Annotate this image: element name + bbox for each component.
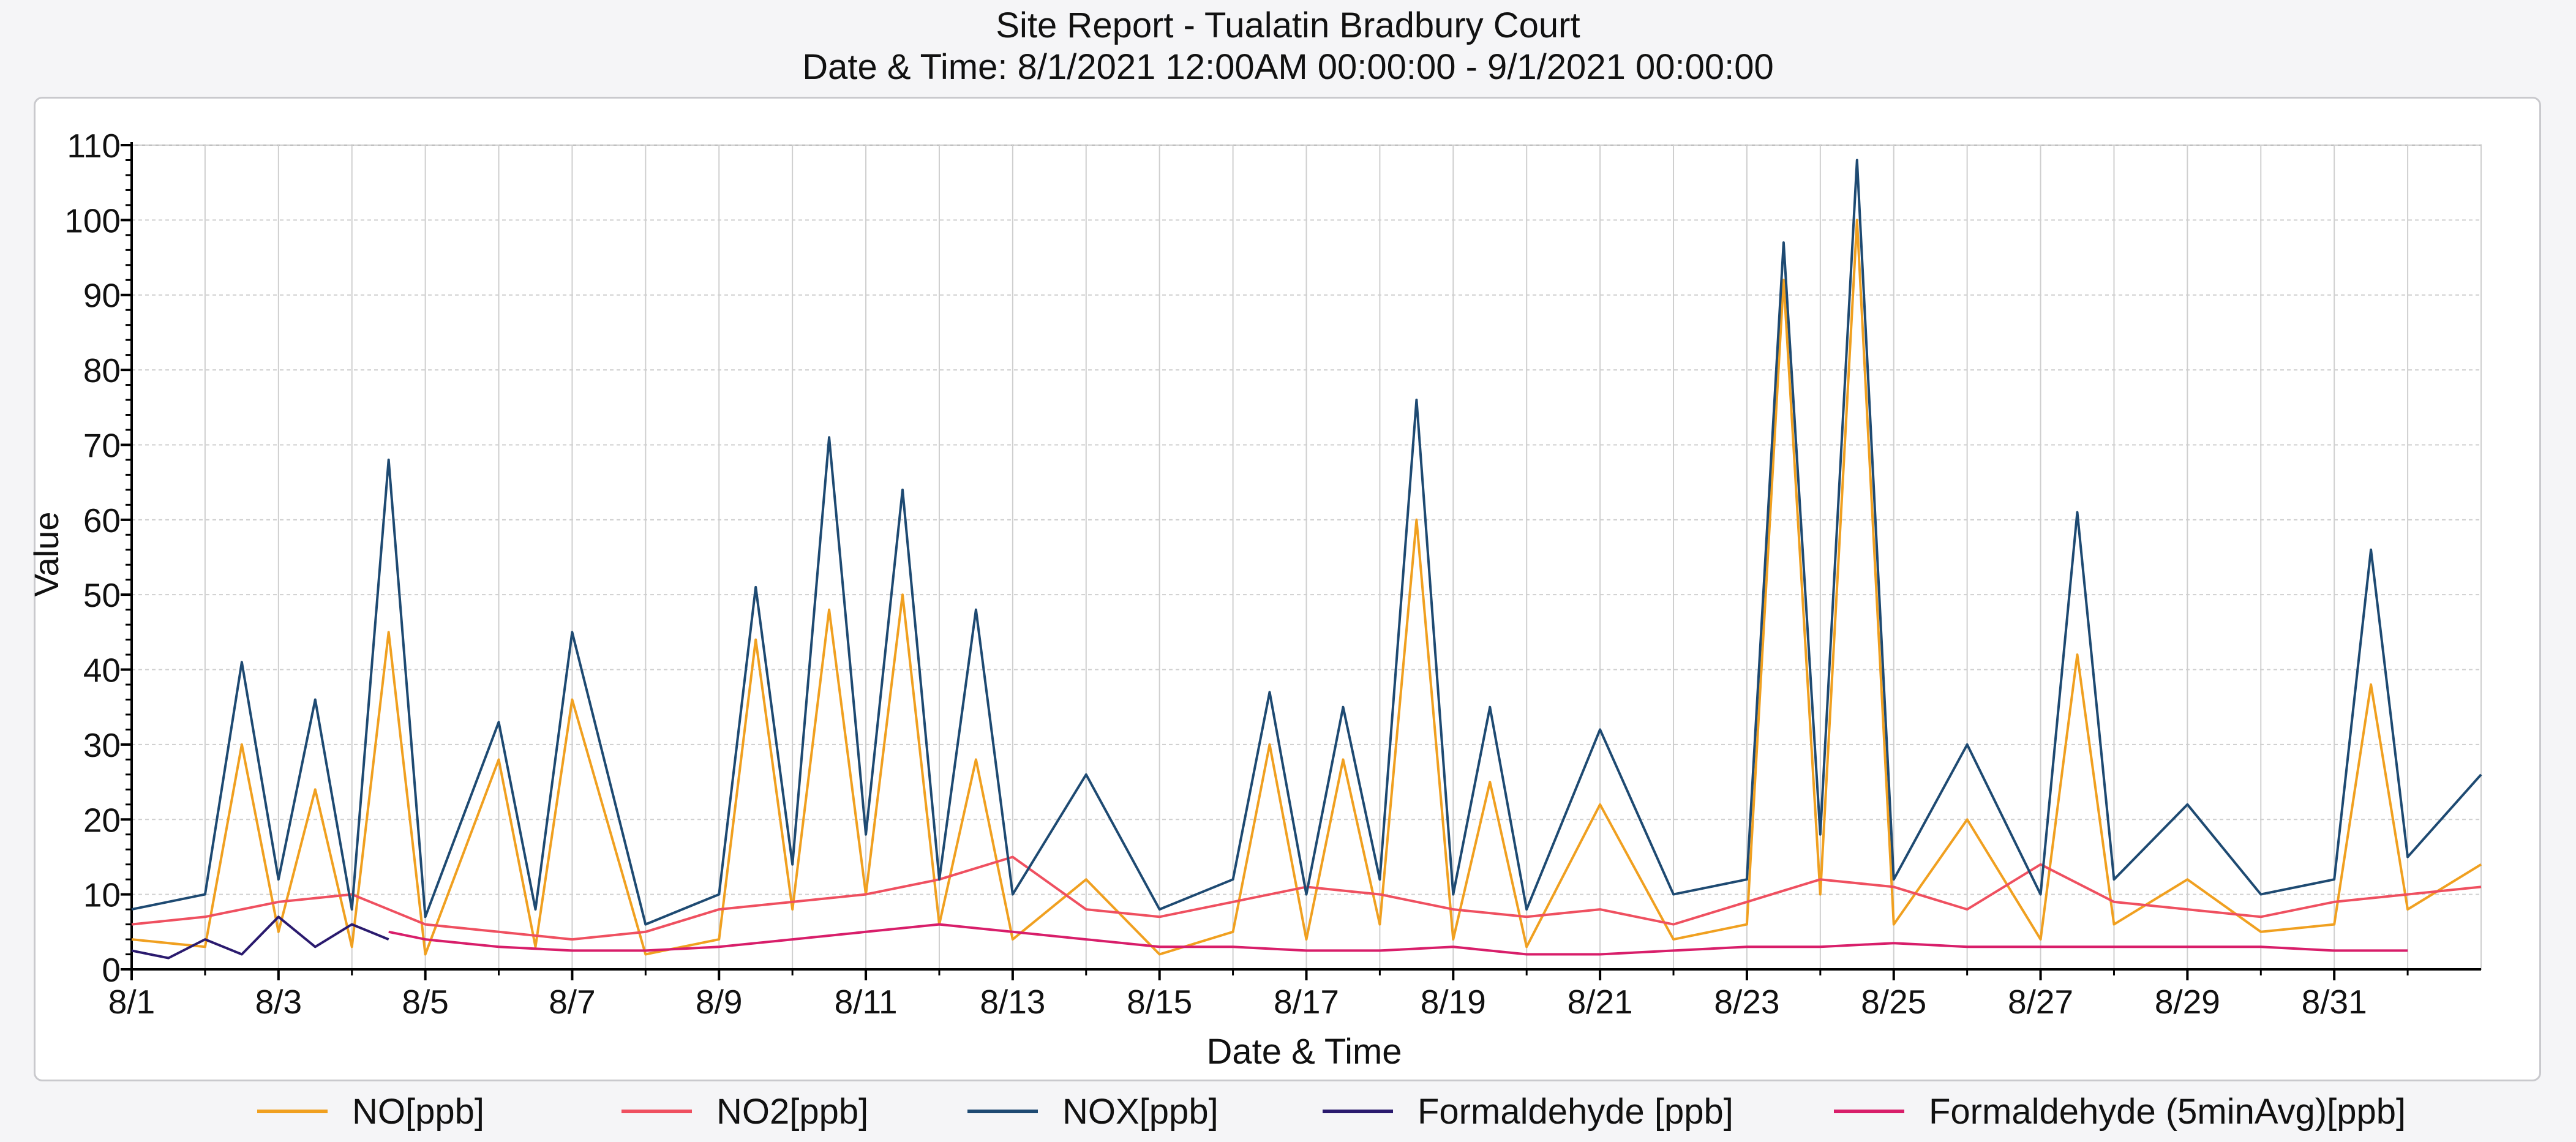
legend-swatch bbox=[1834, 1110, 1904, 1113]
x-tick-label: 8/9 bbox=[696, 983, 742, 1021]
legend-item: NOX[ppb] bbox=[967, 1087, 1219, 1136]
legend-label: Formaldehyde [ppb] bbox=[1418, 1091, 1733, 1132]
x-tick-label: 8/1 bbox=[108, 983, 155, 1021]
legend-swatch bbox=[621, 1110, 692, 1113]
legend-item: NO[ppb] bbox=[257, 1087, 484, 1136]
legend-item: Formaldehyde [ppb] bbox=[1323, 1087, 1733, 1136]
y-tick-label: 50 bbox=[83, 576, 121, 614]
y-tick-label: 110 bbox=[67, 127, 121, 165]
grid-lines bbox=[131, 145, 2482, 970]
x-axis-label: Date & Time bbox=[1206, 1032, 1402, 1072]
x-tick-label: 8/19 bbox=[1421, 983, 1486, 1021]
legend-label: NOX[ppb] bbox=[1062, 1091, 1219, 1132]
tick-labels: 0 10 20 30 40 50 60 70 80 90 100 110 8/1 8/3 8/5 8/7 8/9… bbox=[64, 127, 2367, 1021]
legend-swatch bbox=[257, 1110, 328, 1113]
chart-subtitle: Date & Time: 8/1/2021 12:00AM 00:00:00 -… bbox=[802, 47, 1774, 87]
x-tick-label: 8/29 bbox=[2155, 983, 2220, 1021]
x-tick-label: 8/31 bbox=[2302, 983, 2367, 1021]
x-tick-label: 8/11 bbox=[835, 983, 898, 1021]
legend-item: NO2[ppb] bbox=[621, 1087, 868, 1136]
y-tick-label: 90 bbox=[83, 277, 121, 315]
series-line-no-ppb bbox=[131, 219, 2482, 956]
x-tick-label: 8/15 bbox=[1127, 983, 1192, 1021]
x-tick-label: 8/23 bbox=[1714, 983, 1779, 1021]
x-tick-label: 8/27 bbox=[2008, 983, 2073, 1021]
legend-label: NO[ppb] bbox=[352, 1091, 484, 1132]
y-tick-label: 70 bbox=[83, 426, 121, 464]
axes bbox=[121, 142, 2481, 980]
legend-label: Formaldehyde (5minAvg)[ppb] bbox=[1929, 1091, 2406, 1132]
series-line-formaldehyde-5minavg-ppb bbox=[388, 923, 2408, 956]
x-tick-label: 8/21 bbox=[1568, 983, 1633, 1021]
x-tick-label: 8/17 bbox=[1274, 983, 1339, 1021]
series-lines bbox=[131, 159, 2482, 960]
x-tick-label: 8/25 bbox=[1861, 983, 1926, 1021]
y-tick-label: 100 bbox=[64, 201, 121, 239]
x-tick-label: 8/13 bbox=[980, 983, 1045, 1021]
x-tick-label: 8/3 bbox=[255, 983, 302, 1021]
y-tick-label: 10 bbox=[83, 876, 121, 914]
x-tick-label: 8/5 bbox=[402, 983, 448, 1021]
y-tick-label: 20 bbox=[83, 801, 121, 839]
legend: NO[ppb] NO2[ppb] NOX[ppb] Formaldehyde [ppb… bbox=[0, 1087, 2576, 1136]
y-tick-label: 80 bbox=[83, 351, 121, 389]
legend-swatch bbox=[967, 1110, 1038, 1113]
y-axis-label: Value bbox=[27, 511, 66, 596]
legend-item: Formaldehyde (5minAvg)[ppb] bbox=[1834, 1087, 2406, 1136]
x-tick-label: 8/7 bbox=[549, 983, 595, 1021]
series-line-nox-ppb bbox=[131, 159, 2482, 926]
legend-label: NO2[ppb] bbox=[716, 1091, 869, 1132]
y-tick-label: 60 bbox=[83, 502, 121, 539]
y-tick-label: 0 bbox=[102, 951, 121, 989]
series-line-formaldehyde-ppb bbox=[131, 915, 389, 960]
chart-title: Site Report - Tualatin Bradbury Court bbox=[996, 6, 1580, 45]
y-tick-label: 40 bbox=[83, 652, 121, 689]
legend-swatch bbox=[1323, 1110, 1393, 1113]
chart-frame bbox=[34, 97, 2541, 1081]
series-line-no2-ppb bbox=[131, 855, 2482, 941]
y-tick-label: 30 bbox=[83, 726, 121, 764]
